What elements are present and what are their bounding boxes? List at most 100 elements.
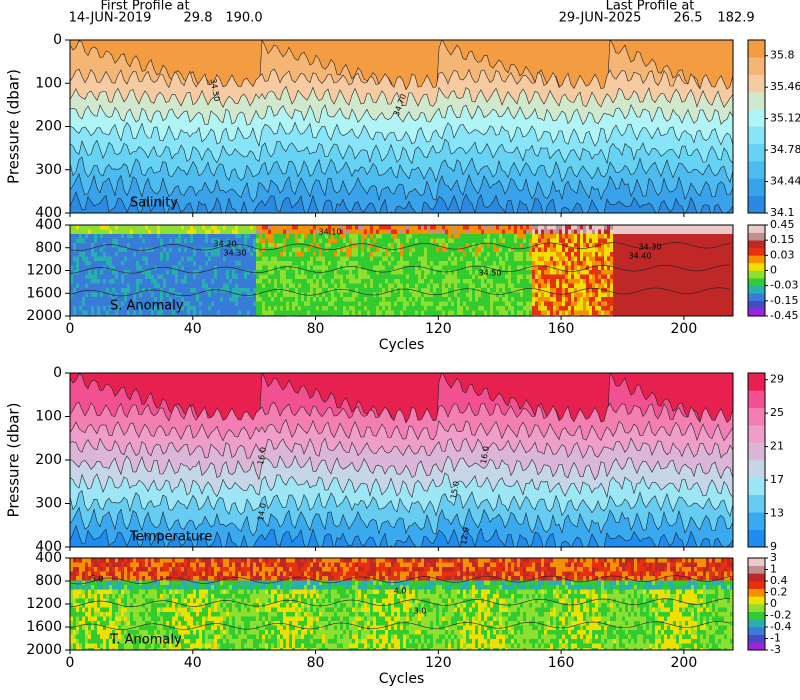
field-cell xyxy=(481,265,485,271)
field-cell xyxy=(604,234,608,239)
field-cell xyxy=(583,288,587,293)
field-cell xyxy=(505,238,509,244)
field-cell xyxy=(301,306,305,311)
field-cell xyxy=(655,279,659,284)
field-cell xyxy=(181,229,185,235)
field-cell xyxy=(721,252,725,257)
field-cell xyxy=(415,288,419,293)
field-cell xyxy=(364,297,368,302)
colorbar-band xyxy=(748,529,765,548)
field-cell xyxy=(454,265,458,271)
field-cell xyxy=(151,256,155,262)
field-cell xyxy=(238,261,242,266)
field-cell xyxy=(679,274,683,280)
field-cell xyxy=(592,279,596,284)
field-cell xyxy=(244,261,248,266)
field-cell xyxy=(73,648,77,650)
field-layer xyxy=(70,507,733,547)
field-cell xyxy=(493,297,497,302)
field-cell xyxy=(367,229,371,235)
field-cell xyxy=(259,229,263,235)
field-cell xyxy=(640,261,644,266)
field-cell xyxy=(379,247,383,253)
field-cell xyxy=(586,283,590,289)
field-cell xyxy=(394,261,398,266)
field-cell xyxy=(79,234,83,239)
field-cell xyxy=(574,261,578,266)
field-cell xyxy=(445,234,449,239)
field-cell xyxy=(493,261,497,266)
field-cell xyxy=(460,234,464,239)
field-cell xyxy=(103,238,107,244)
field-cell xyxy=(439,279,443,284)
field-cell xyxy=(136,252,140,257)
field-cell xyxy=(262,238,266,244)
field-cell xyxy=(709,238,713,244)
field-cell xyxy=(508,292,512,298)
field-cell xyxy=(454,234,458,239)
field-cell xyxy=(628,256,632,262)
field-cell xyxy=(148,270,152,275)
field-cell xyxy=(577,252,581,257)
field-cell xyxy=(412,292,416,298)
field-cell xyxy=(298,252,302,257)
field-cell xyxy=(595,265,599,271)
field-cell xyxy=(70,648,74,650)
field-cell xyxy=(487,252,491,257)
field-cell xyxy=(292,270,296,275)
field-cell xyxy=(286,292,290,298)
field-cell xyxy=(358,274,362,280)
field-cell xyxy=(610,301,614,307)
field-cell xyxy=(523,243,527,248)
field-cell xyxy=(241,306,245,311)
field-cell xyxy=(553,288,557,293)
field-cell xyxy=(313,252,317,257)
field-cell xyxy=(337,310,341,316)
field xyxy=(70,373,733,547)
field-cell xyxy=(550,274,554,280)
field-cell xyxy=(703,283,707,289)
field-cell xyxy=(568,261,572,266)
field-cell xyxy=(310,283,314,289)
field-cell xyxy=(712,229,716,235)
field-cell xyxy=(160,243,164,248)
field-cell xyxy=(94,270,98,275)
field-cell xyxy=(493,283,497,289)
field-cell xyxy=(136,310,140,316)
field-cell xyxy=(688,234,692,239)
field-cell xyxy=(100,310,104,316)
field-cell xyxy=(382,238,386,244)
field-cell xyxy=(184,270,188,275)
field-cell xyxy=(700,306,704,311)
field-cell xyxy=(694,297,698,302)
field-cell xyxy=(661,243,665,248)
field-cell xyxy=(430,297,434,302)
field-cell xyxy=(79,630,83,635)
field-cell xyxy=(202,238,206,244)
field-cell xyxy=(304,288,308,293)
field-cell xyxy=(556,265,560,271)
field-cell xyxy=(382,234,386,239)
field-cell xyxy=(346,270,350,275)
field-cell xyxy=(343,288,347,293)
field-cell xyxy=(604,247,608,253)
field-cell xyxy=(694,292,698,298)
field-cell xyxy=(88,292,92,298)
field-cell xyxy=(130,279,134,284)
field-cell xyxy=(175,256,179,262)
field-cell xyxy=(589,279,593,284)
field-cell xyxy=(730,234,733,239)
field-cell xyxy=(547,297,551,302)
field-cell xyxy=(70,229,74,235)
field-cell xyxy=(646,306,650,311)
field-cell xyxy=(292,234,296,239)
field-cell xyxy=(487,274,491,280)
field-cell xyxy=(226,252,230,257)
field-cell xyxy=(400,247,404,253)
field-cell xyxy=(727,297,731,302)
field-cell xyxy=(433,288,437,293)
field-cell xyxy=(220,306,224,311)
field-cell xyxy=(334,283,338,289)
field-cell xyxy=(217,229,221,235)
field-cell xyxy=(514,288,518,293)
